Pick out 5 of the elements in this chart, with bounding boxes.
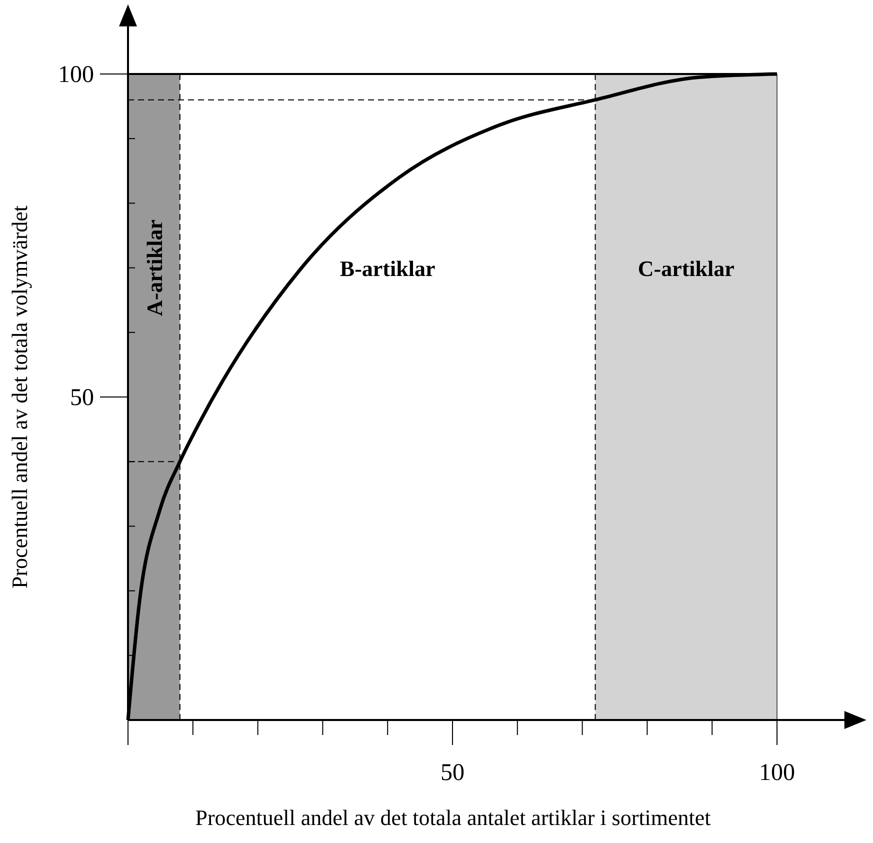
band-label: A-artiklar	[142, 219, 167, 316]
band-label: B-artiklar	[340, 256, 436, 281]
y-axis-title: Procentuell andel av det totala volymvärdet	[7, 205, 32, 589]
band-label: C-artiklar	[638, 256, 735, 281]
x-axis-title: Procentuell andel av det totala antalet artiklar i sortimentet	[195, 805, 711, 830]
